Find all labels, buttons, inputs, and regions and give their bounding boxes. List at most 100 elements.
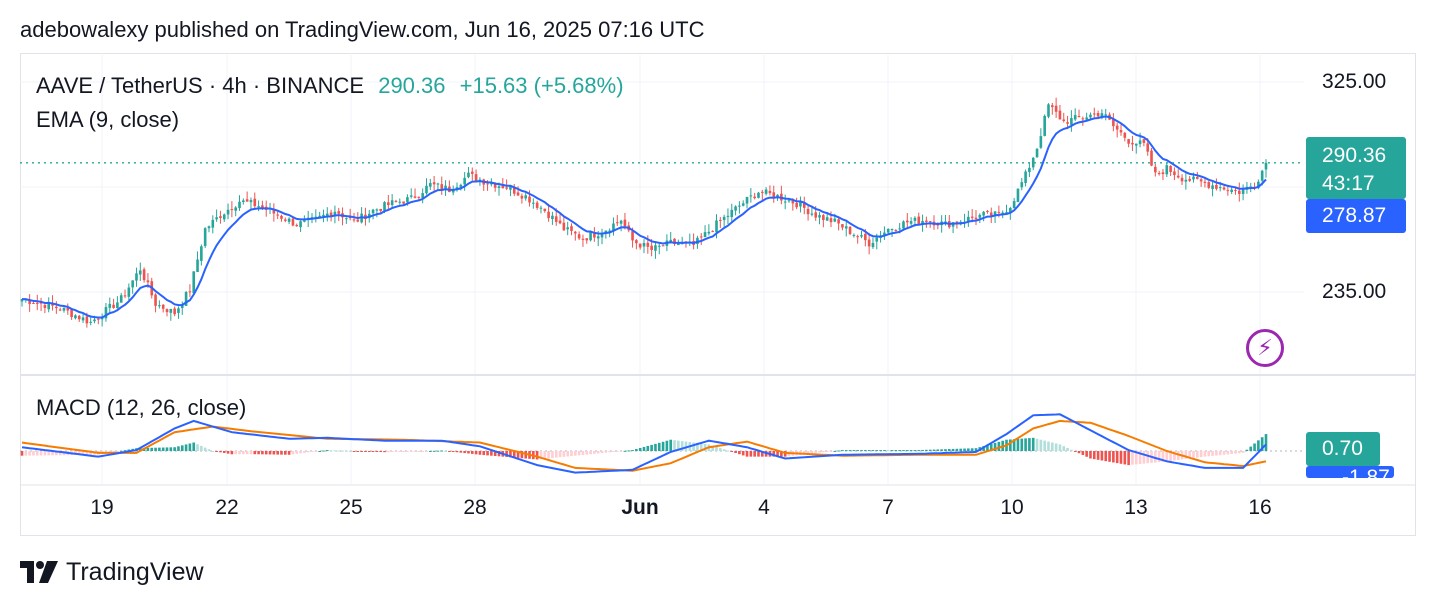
macd-histogram-bar — [928, 449, 932, 451]
candle-body — [490, 183, 493, 185]
candle-body — [1073, 115, 1077, 120]
macd-histogram-bar — [341, 450, 344, 452]
candle-body — [1062, 119, 1066, 121]
candle-body — [894, 230, 898, 232]
candle-body — [1089, 114, 1092, 118]
macd-histogram-bar — [379, 451, 383, 453]
macd-histogram-bar — [490, 451, 493, 456]
candle-body — [810, 213, 814, 215]
candle-body — [1203, 181, 1207, 183]
macd-histogram-bar — [1154, 451, 1157, 463]
candle-body — [783, 201, 787, 203]
macd-histogram-bar — [24, 451, 28, 456]
macd-histogram-bar — [1161, 451, 1165, 462]
macd-histogram-bar — [203, 447, 207, 451]
macd-histogram-bar — [127, 449, 131, 451]
candle-body — [85, 316, 89, 324]
candle-body — [497, 186, 501, 189]
candle-body — [715, 220, 718, 233]
candle-body — [989, 212, 993, 216]
macd-histogram-bar — [856, 450, 860, 452]
macd-histogram-bar — [852, 450, 856, 452]
macd-histogram-bar — [562, 451, 566, 457]
candle-body — [184, 292, 188, 306]
candle-body — [1115, 125, 1119, 130]
macd-histogram-bar — [1047, 441, 1050, 451]
candle-body — [177, 308, 180, 313]
macd-histogram-bar — [745, 451, 749, 457]
candle-body — [169, 308, 173, 313]
macd-histogram-bar — [1058, 444, 1062, 451]
macd-histogram-bar — [894, 450, 898, 452]
macd-histogram-bar — [272, 451, 276, 455]
candle-body — [474, 174, 478, 182]
candle-body — [844, 226, 848, 229]
macd-histogram-bar — [585, 451, 589, 455]
candle-body — [974, 217, 978, 220]
candle-body — [1173, 171, 1176, 176]
macd-histogram-bar — [192, 442, 196, 451]
macd-histogram-bar — [1096, 451, 1100, 460]
macd-histogram-bar — [860, 450, 863, 452]
macd-histogram-bar — [436, 450, 440, 452]
macd-histogram-bar — [654, 443, 657, 451]
macd-histogram-bar — [951, 448, 955, 451]
macd-histogram-bar — [650, 444, 653, 451]
macd-histogram-bar — [841, 450, 844, 452]
candle-body — [1066, 122, 1069, 124]
candle-body — [35, 302, 39, 304]
macd-histogram-bar — [234, 451, 238, 455]
macd-histogram-bar — [318, 451, 321, 452]
macd-histogram-bar — [1073, 451, 1077, 452]
candle-body — [146, 280, 150, 283]
macd-histogram-bar — [1115, 451, 1119, 464]
time-axis-label: 25 — [339, 496, 363, 519]
macd-histogram-bar — [944, 449, 947, 451]
candle-body — [459, 184, 463, 189]
candle-body — [722, 216, 726, 221]
candle-body — [1134, 143, 1138, 146]
macd-histogram-bar — [1192, 451, 1195, 459]
candle-body — [539, 207, 543, 209]
macd-histogram-bar — [123, 450, 127, 452]
macd-histogram-bar — [875, 450, 879, 452]
macd-histogram-bar — [886, 450, 890, 452]
ema-legend: EMA (9, close) — [36, 107, 180, 132]
candle-body — [379, 208, 383, 211]
candle-body — [74, 315, 77, 319]
macd-histogram-bar — [287, 451, 291, 455]
macd-histogram-bar — [699, 443, 703, 451]
candle-body — [760, 191, 764, 193]
macd-histogram-bar — [1157, 451, 1161, 463]
macd-histogram-bar — [150, 447, 154, 451]
macd-histogram-bar — [730, 451, 734, 452]
macd-histogram-bar — [623, 450, 627, 452]
candle-body — [871, 242, 875, 248]
macd-histogram-bar — [459, 451, 463, 453]
candle-body — [1260, 170, 1264, 181]
macd-histogram-bar — [1260, 437, 1264, 451]
macd-histogram-bar — [35, 451, 39, 456]
macd-histogram-bar — [1050, 442, 1054, 451]
candle-body — [1081, 118, 1085, 120]
macd-histogram-bar — [963, 448, 966, 451]
candle-body — [833, 218, 837, 222]
candle-body — [440, 184, 444, 190]
macd-histogram-bar — [1089, 451, 1092, 459]
candle-body — [1215, 184, 1218, 189]
candle-body — [310, 217, 314, 219]
ema-line — [22, 115, 1267, 319]
candle-body — [1039, 136, 1043, 148]
candle-body — [322, 214, 325, 217]
candle-body — [970, 216, 974, 218]
macd-histogram-bar — [814, 451, 818, 454]
candle-body — [1009, 208, 1012, 213]
candle-body — [925, 220, 928, 222]
macd-histogram-bar — [539, 451, 543, 460]
macd-histogram-bar — [467, 451, 470, 454]
macd-histogram-bar — [310, 451, 314, 452]
candle-body — [280, 215, 283, 219]
macd-histogram-bar — [772, 451, 776, 457]
lightning-icon[interactable]: ⚡ — [1246, 329, 1284, 367]
macd-histogram-bar — [989, 443, 993, 451]
